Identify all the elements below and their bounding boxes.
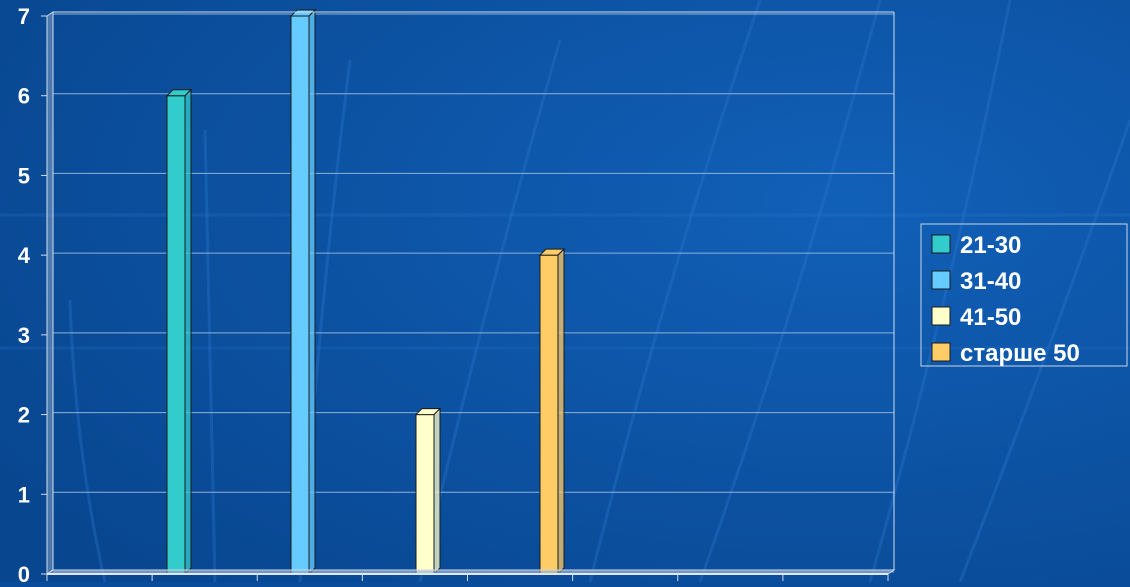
axes	[45, 11, 896, 575]
y-tick-label: 4	[18, 243, 31, 268]
y-tick-label: 2	[18, 403, 30, 428]
bar-старше 50	[538, 247, 566, 576]
legend-item: старше 50	[931, 340, 1080, 367]
bar-front	[539, 254, 559, 575]
y-tick-label: 6	[18, 84, 30, 109]
y-axis-wall	[46, 11, 54, 575]
y-tick-label: 5	[18, 163, 30, 188]
bar-side	[433, 407, 441, 576]
legend-swatch	[931, 306, 951, 326]
y-axis-ticks: 0 1 2 3 4 5 6 7	[18, 4, 47, 587]
legend-item: 21-30	[931, 232, 1021, 259]
bar-21-30	[165, 88, 193, 576]
bar-front	[166, 95, 186, 575]
legend: 21-30 31-40 41-50 старше 50	[920, 223, 1128, 367]
x-axis-ticks	[46, 574, 889, 581]
bar-side	[184, 88, 192, 576]
legend-swatch	[931, 342, 951, 362]
y-tick-label: 1	[18, 482, 30, 507]
legend-label: 21-30	[960, 232, 1021, 259]
legend-label: 41-50	[960, 304, 1021, 331]
bar-front	[415, 414, 435, 575]
legend-item: 41-50	[931, 304, 1021, 331]
bar-31-40	[289, 8, 317, 576]
bar-side	[308, 8, 316, 576]
legend-box	[920, 223, 1128, 367]
legend-swatch	[931, 270, 951, 290]
y-tick-label: 0	[18, 562, 30, 582]
y-tick-label: 3	[18, 323, 30, 348]
legend-label: старше 50	[960, 340, 1080, 367]
legend-item: 31-40	[931, 268, 1021, 295]
y-tick-label: 7	[18, 4, 30, 29]
bar-front	[290, 15, 310, 575]
legend-label: 31-40	[960, 268, 1021, 295]
legend-swatch	[931, 234, 951, 254]
bar-side	[557, 247, 565, 576]
bars	[165, 8, 566, 576]
bar-41-50	[414, 407, 442, 576]
